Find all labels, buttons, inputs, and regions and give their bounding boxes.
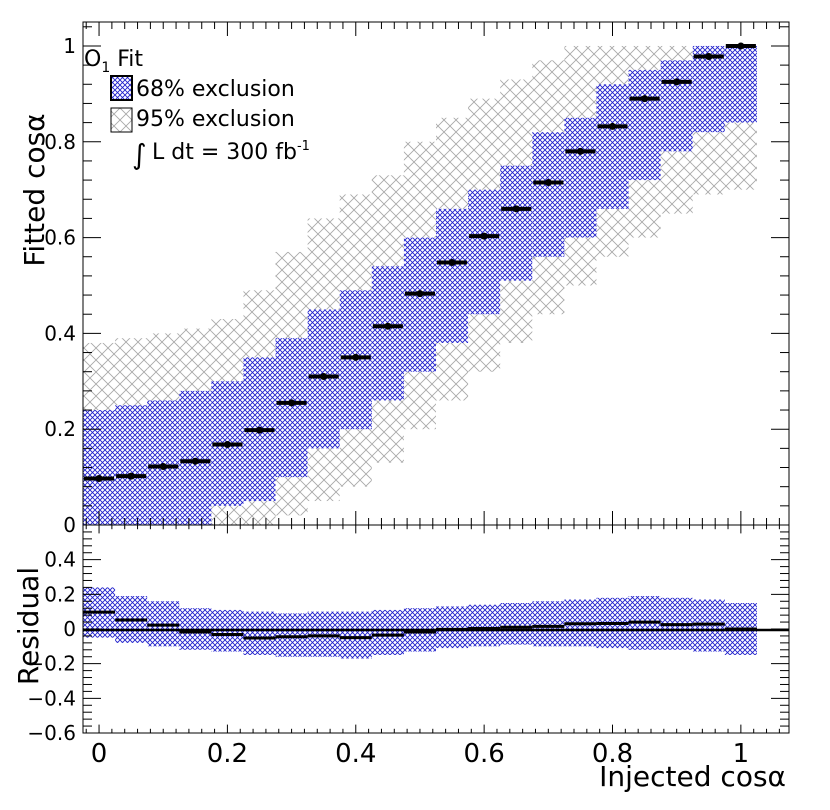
fitted-point <box>576 147 584 155</box>
fitted-point <box>95 475 103 483</box>
band68-bin <box>724 45 757 123</box>
fitted-point <box>416 290 424 298</box>
fitted-point <box>480 232 488 240</box>
band68-bin <box>371 266 404 401</box>
y-tick-label-bottom: −0.2 <box>27 652 76 676</box>
y-tick-label-top: 0 <box>63 513 76 537</box>
fitted-point <box>448 258 456 266</box>
fitted-point <box>737 42 745 50</box>
fitted-point <box>512 205 520 213</box>
top-bands <box>83 45 757 525</box>
band68-bin <box>564 117 597 238</box>
legend-fit-label: O1 Fit <box>84 47 143 76</box>
residual-band68-bin <box>275 613 308 657</box>
residual-band68-bin <box>436 606 469 649</box>
band68-bin <box>436 208 469 343</box>
fitted-point <box>256 426 263 434</box>
y-tick-label-bottom: −0.4 <box>27 686 76 710</box>
band68-bin <box>115 405 148 525</box>
y-tick-label-top: 0.6 <box>44 226 76 250</box>
x-axis-title: Injected cosα <box>599 760 786 793</box>
fitted-point <box>673 78 681 86</box>
residual-band68-bin <box>307 611 340 657</box>
fitted-point <box>352 353 360 361</box>
fitted-point <box>191 457 199 465</box>
x-tick-label: 1 <box>733 739 750 769</box>
residual-band68-bin <box>500 603 533 645</box>
x-tick-label: 0.8 <box>592 739 633 769</box>
y-tick-label-bottom: −0.6 <box>27 721 76 745</box>
residual-markers <box>83 610 757 640</box>
residual-band68-bin <box>243 611 276 655</box>
residual-band68-bin <box>532 601 565 647</box>
top-markers <box>84 42 756 483</box>
y-tick-label-top: 1 <box>63 34 76 58</box>
fitted-point <box>127 472 135 480</box>
fitted-point <box>384 322 392 330</box>
legend-band68-label: 68% exclusion <box>136 77 295 102</box>
fitted-point <box>705 52 713 60</box>
residual-band68-bin <box>468 604 501 647</box>
x-tick-label: 0 <box>91 739 108 769</box>
band68-bin <box>468 189 501 315</box>
legend-swatch-68 <box>110 75 133 101</box>
band68-bin <box>275 338 308 478</box>
fitted-point <box>288 399 296 407</box>
band68-bin <box>500 165 533 281</box>
y-tick-label-top: 0.2 <box>44 417 76 441</box>
fitted-point <box>320 372 328 380</box>
legend-lumi-label: L dt = 300 fb-1 <box>152 139 310 165</box>
fitted-point <box>609 122 616 130</box>
y-axis-title-top: Fitted cosα <box>18 113 51 266</box>
band68-bin <box>596 84 629 209</box>
legend: O1 Fit 68% exclusion 95% exclusion ∫ L d… <box>84 47 310 171</box>
band68-bin <box>147 400 180 525</box>
band68-bin <box>532 132 565 257</box>
y-tick-label-bottom: 0 <box>63 617 76 641</box>
residual-band68-bin <box>339 611 372 659</box>
x-tick-label: 0.2 <box>207 739 248 769</box>
fitted-point <box>159 463 167 471</box>
legend-swatch-95 <box>110 107 133 133</box>
legend-band95-label: 95% exclusion <box>136 107 295 132</box>
y-tick-label-bottom: 0.4 <box>44 548 76 572</box>
x-tick-label: 0.6 <box>463 739 504 769</box>
y-tick-label-top: 0.8 <box>44 130 76 154</box>
y-tick-label-bottom: 0.2 <box>44 582 76 606</box>
residual-band68-bin <box>371 609 404 655</box>
fitted-point <box>641 95 649 103</box>
band68-bin <box>692 45 725 133</box>
y-axis-title-bottom: Residual <box>12 567 45 685</box>
band68-bin <box>403 237 436 372</box>
band68-bin <box>628 69 661 181</box>
fitted-point <box>544 178 552 186</box>
fitted-point <box>223 441 231 449</box>
band68-bin <box>660 60 693 152</box>
y-tick-label-top: 0.4 <box>44 321 76 345</box>
legend-integral-symbol: ∫ <box>132 138 147 171</box>
x-tick-label: 0.4 <box>335 739 376 769</box>
